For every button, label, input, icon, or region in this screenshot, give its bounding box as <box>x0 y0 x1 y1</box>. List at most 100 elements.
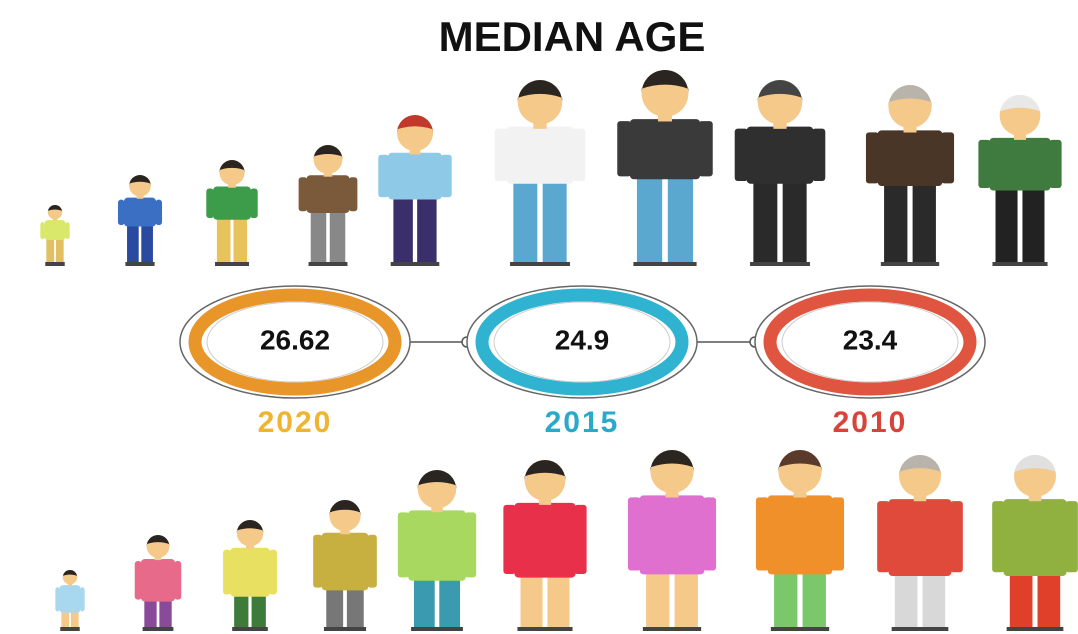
arm <box>250 188 258 218</box>
body <box>322 533 369 591</box>
body <box>507 127 574 184</box>
body <box>989 138 1050 191</box>
leg <box>217 218 231 265</box>
arm <box>699 121 713 176</box>
arm <box>866 132 879 183</box>
leg <box>668 177 693 265</box>
arm <box>1065 501 1078 572</box>
leg <box>803 572 826 630</box>
shoe <box>643 627 701 631</box>
shoe <box>45 262 64 266</box>
arm <box>617 121 631 176</box>
arm <box>118 200 124 225</box>
rings: 26.62202024.9201523.42010 <box>180 286 985 439</box>
leg <box>56 238 64 265</box>
leg <box>330 211 346 265</box>
leg <box>996 189 1018 266</box>
arm <box>950 501 963 572</box>
leg <box>46 238 54 265</box>
arm <box>574 505 586 574</box>
body <box>124 198 156 227</box>
shoe <box>1007 627 1064 631</box>
body <box>878 130 943 186</box>
year-label: 2020 <box>258 406 333 439</box>
leg <box>923 574 946 630</box>
shoe <box>771 627 829 631</box>
arm <box>503 505 515 574</box>
arm <box>465 512 477 577</box>
shoe <box>510 262 570 266</box>
leg <box>1010 574 1033 630</box>
arm <box>349 177 358 211</box>
leg <box>347 588 364 630</box>
year-label: 2010 <box>833 406 908 439</box>
shoe <box>232 627 268 631</box>
arm <box>269 550 277 595</box>
arm <box>992 501 1005 572</box>
body <box>141 559 175 602</box>
shoe <box>892 627 949 631</box>
shoe <box>309 262 348 266</box>
arm <box>877 501 890 572</box>
leg <box>159 600 171 630</box>
leg <box>637 177 662 265</box>
body <box>630 119 700 179</box>
leg <box>417 198 436 266</box>
leg <box>753 182 777 265</box>
arm <box>378 155 389 197</box>
shoe <box>633 262 696 266</box>
arm <box>495 129 508 181</box>
leg <box>513 182 537 265</box>
arm <box>367 535 376 588</box>
arm <box>65 222 69 239</box>
arm <box>735 129 748 181</box>
leg <box>141 225 153 266</box>
shoe <box>750 262 810 266</box>
leg <box>646 572 669 630</box>
body <box>59 585 81 613</box>
arm <box>55 587 59 611</box>
leg <box>234 595 248 630</box>
arm <box>206 188 214 218</box>
shoe <box>324 627 366 631</box>
leg <box>774 572 797 630</box>
leg <box>414 579 435 630</box>
median-age-value: 24.9 <box>555 324 610 355</box>
leg <box>393 198 412 266</box>
leg <box>326 588 343 630</box>
body <box>306 175 349 213</box>
leg <box>884 184 907 265</box>
arm <box>299 177 308 211</box>
arm <box>941 132 954 183</box>
body <box>408 510 466 580</box>
leg <box>144 600 156 630</box>
leg <box>543 182 567 265</box>
shoe <box>391 262 440 266</box>
body <box>44 220 66 240</box>
leg <box>1038 574 1061 630</box>
title: MEDIAN AGE <box>439 13 706 60</box>
leg <box>311 211 327 265</box>
leg <box>1022 189 1044 266</box>
arm <box>80 587 84 611</box>
leg <box>547 576 569 630</box>
arm <box>398 512 410 577</box>
arm <box>978 140 990 188</box>
year-label: 2015 <box>545 406 620 439</box>
shoe <box>60 627 79 631</box>
leg <box>521 576 543 630</box>
body <box>1004 499 1067 576</box>
leg <box>252 595 266 630</box>
median-age-value: 26.62 <box>260 324 330 355</box>
leg <box>439 579 460 630</box>
arm <box>831 497 844 570</box>
arm <box>756 497 769 570</box>
leg <box>675 572 698 630</box>
arm <box>135 561 142 600</box>
arm <box>1049 140 1061 188</box>
arm <box>441 155 452 197</box>
shoe <box>411 627 463 631</box>
leg <box>234 218 248 265</box>
arm <box>223 550 231 595</box>
leg <box>783 182 807 265</box>
